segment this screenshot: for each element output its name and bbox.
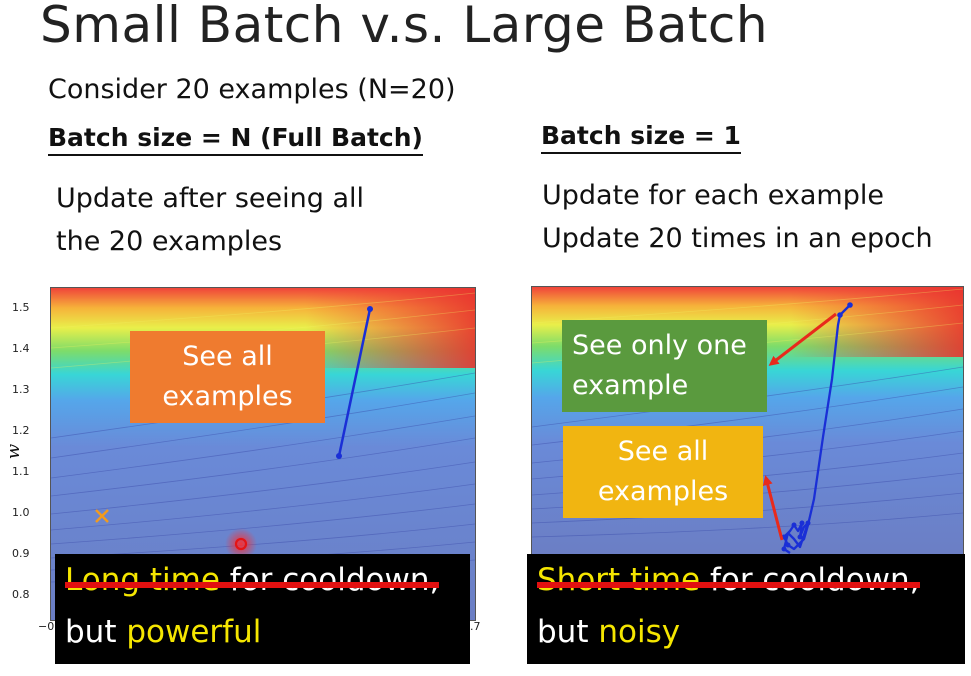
batch-one-description: Update for each example Update 20 times … <box>542 174 933 260</box>
y-axis-label: w <box>3 443 25 460</box>
y-tick-1-4: 1.4 <box>12 342 30 355</box>
full-batch-powerful-line: but powerful <box>65 614 261 650</box>
full-batch-heading: Batch size = N (Full Batch) <box>48 123 423 156</box>
y-tick-1-0: 1.0 <box>12 506 30 519</box>
full-batch-update-path <box>337 308 372 457</box>
y-tick-1-2: 1.2 <box>12 424 30 437</box>
y-tick-1-1: 1.1 <box>12 465 30 478</box>
batch-size-one-heading: Batch size = 1 <box>541 121 741 154</box>
but-text: but <box>65 614 127 650</box>
batch-one-desc-line2: Update 20 times in an epoch <box>542 223 933 254</box>
for-cooldown-text: for cooldown, <box>219 562 440 598</box>
but-text-right: but <box>537 614 599 650</box>
callout-green-line2: example <box>572 370 689 401</box>
full-batch-description: Update after seeing all the 20 examples <box>56 177 364 263</box>
full-batch-desc-line2: the 20 examples <box>56 226 283 257</box>
minimum-glow-icon <box>225 528 257 560</box>
batch-one-update-path <box>782 304 851 554</box>
y-tick-0-8: 0.8 <box>12 588 30 601</box>
y-tick-1-3: 1.3 <box>12 383 30 396</box>
full-batch-cooldown-line: Long time for cooldown, <box>65 562 440 606</box>
x-marker-icon <box>95 509 109 523</box>
full-batch-summary-banner: Long time for cooldown, but powerful <box>55 554 470 664</box>
y-tick-1-5: 1.5 <box>12 301 30 314</box>
full-batch-desc-line1: Update after seeing all <box>56 183 364 214</box>
see-all-examples-callout-right: See all examples <box>563 426 763 518</box>
see-only-one-example-callout: See only one example <box>562 320 767 412</box>
x-tick-left: −0 <box>38 620 55 633</box>
slide-title: Small Batch v.s. Large Batch <box>40 0 769 54</box>
batch-one-summary-banner: Short time for cooldown, but noisy <box>527 554 965 664</box>
powerful-text: powerful <box>126 614 262 650</box>
callout-left-line2: examples <box>162 381 293 412</box>
long-time-text: Long time <box>65 562 220 598</box>
callout-yellow-line2: examples <box>597 476 729 507</box>
for-cooldown-text-right: for cooldown, <box>700 562 920 598</box>
strikethrough-line-right <box>537 582 920 588</box>
callout-yellow-line1: See all <box>617 436 709 467</box>
see-all-examples-callout: See all examples <box>130 331 325 423</box>
strikethrough-line <box>65 582 440 588</box>
short-time-text: Short time <box>537 562 701 598</box>
batch-one-cooldown-line: Short time for cooldown, <box>537 562 920 606</box>
batch-one-desc-line1: Update for each example <box>542 180 884 211</box>
batch-one-noisy-line: but noisy <box>537 614 680 650</box>
callout-green-line1: See only one <box>572 330 747 361</box>
noisy-text: noisy <box>598 614 681 650</box>
x-tick-right: .7 <box>470 620 481 633</box>
y-tick-0-9: 0.9 <box>12 547 30 560</box>
consider-text: Consider 20 examples (N=20) <box>48 74 456 105</box>
callout-left-line1: See all <box>182 341 273 372</box>
